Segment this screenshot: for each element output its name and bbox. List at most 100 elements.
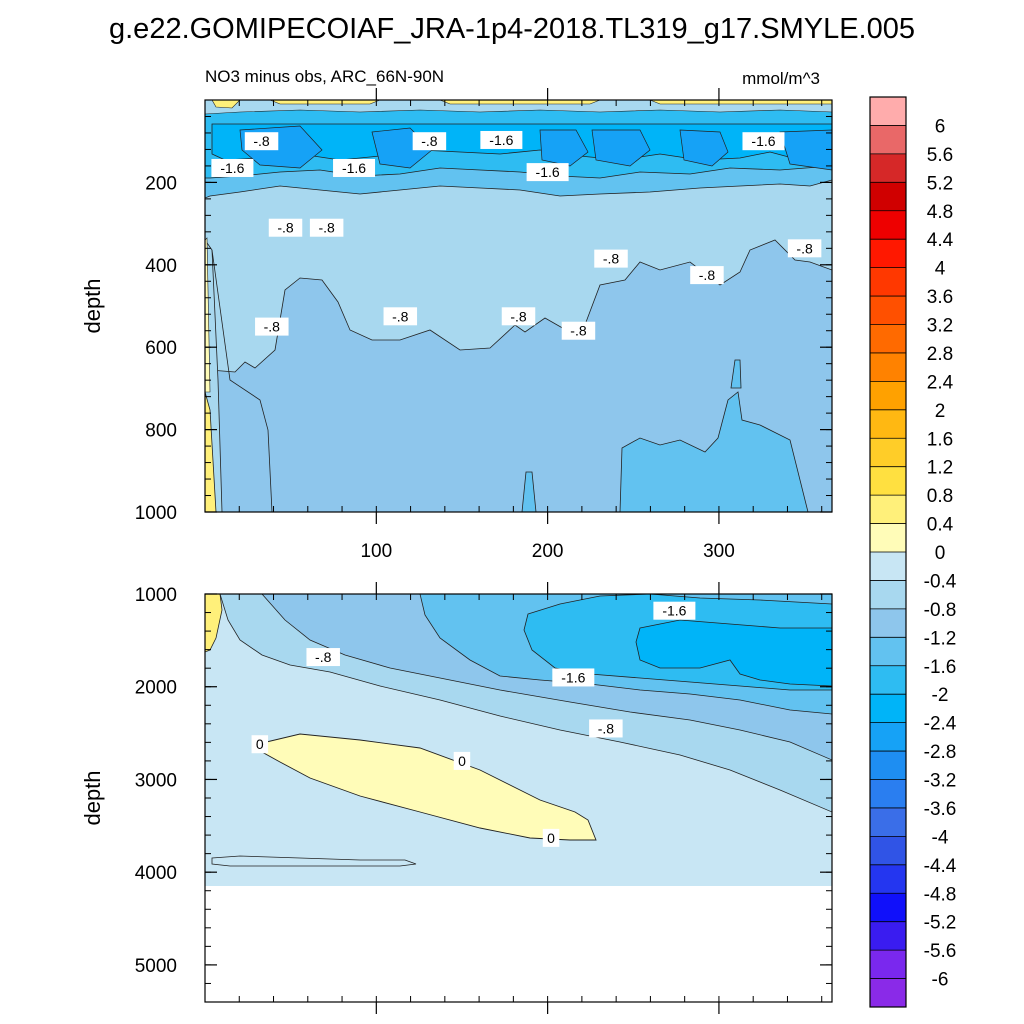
contour-label: 0: [453, 751, 471, 770]
colorbar-swatch: [870, 352, 906, 382]
contour-label: -.8: [594, 249, 628, 268]
contour-label: -1.6: [653, 601, 696, 620]
y-tick-label: 3000: [135, 770, 177, 791]
colorbar-label: 0: [935, 543, 946, 564]
colorbar-label: -6: [932, 970, 949, 991]
x-tick-label: 100: [360, 541, 392, 562]
colorbar-swatch: [870, 438, 906, 468]
colorbar-label: 2: [935, 401, 946, 422]
contour-label-bg: [453, 751, 471, 770]
contour-label: -1.6: [526, 163, 569, 182]
contour-label-bg: [653, 601, 696, 620]
contour-label-bg: [501, 307, 536, 326]
contour-label: 0: [251, 735, 269, 754]
contour-label-bg: [742, 132, 785, 151]
colorbar-label: 3.2: [927, 316, 953, 337]
colorbar-swatch: [870, 807, 906, 837]
colorbar-swatch: [870, 267, 906, 297]
colorbar-label: -1.2: [924, 628, 957, 649]
colorbar-swatch: [870, 722, 906, 752]
colorbar-swatch: [870, 296, 906, 325]
contour-label-text: -.8: [598, 720, 615, 736]
contour-label-text: -.8: [264, 319, 281, 335]
colorbar-swatch: [870, 324, 906, 354]
colorbar-label: -4.8: [924, 884, 957, 905]
contour-label-bg: [268, 218, 303, 237]
colorbar-label: -2.8: [924, 742, 957, 763]
lower-panel: 1000 2000 3000 4000 5000 -1.6 -.8 -1.6 -.8 0 0 0 d…: [80, 582, 833, 1014]
colorbar-label: -5.2: [924, 913, 957, 934]
colorbar-swatch: [870, 580, 906, 610]
colorbar-label: -0.4: [924, 571, 957, 592]
colorbar-swatch: [870, 978, 906, 1008]
colorbar-swatch: [870, 210, 906, 240]
colorbar-swatch: [870, 466, 906, 496]
contour-label: -.8: [309, 218, 344, 237]
contour-label-text: -.8: [570, 323, 587, 339]
colorbar-label: 0.8: [927, 486, 953, 507]
figure-title: g.e22.GOMIPECOIAF_JRA-1p4-2018.TL319_g17…: [109, 13, 915, 45]
contour-label-text: -.8: [796, 240, 813, 256]
contour-label-text: -1.6: [561, 669, 585, 685]
colorbar: 6 5.6 5.2 4.8 4.4 4 3.6 3.2 2.8 2.4 2 1.6 1.2 0.8 0.4 0…: [869, 96, 957, 1008]
contour-label: -.8: [787, 239, 822, 258]
colorbar-swatch: [870, 552, 906, 581]
contour-label-text: 0: [547, 830, 555, 846]
colorbar-label: 0.4: [927, 515, 954, 536]
colorbar-label: -2.4: [924, 714, 957, 735]
contour-label: -.8: [244, 132, 279, 151]
contour-label-text: -1.6: [662, 603, 686, 619]
colorbar-label: -1.6: [924, 657, 957, 678]
contour-label-text: -.8: [510, 308, 527, 324]
colorbar-swatch: [870, 381, 906, 411]
colorbar-swatch: [870, 864, 906, 894]
upper-ylabel: depth: [80, 278, 105, 333]
colorbar-swatch: [870, 495, 906, 525]
contour-label: -.8: [255, 317, 289, 336]
upper-panel: NO3 minus obs, ARC_66N-90N mmol/m^3: [80, 67, 833, 562]
upper-contour-labels: -.8 -.8 -1.6 -1.6 -1.6 -1.6 -1.6 -.8 -.8 -.8 -.8 -.…: [211, 130, 822, 340]
colorbar-label: 2.4: [927, 372, 954, 393]
colorbar-label: 3.6: [927, 287, 953, 308]
colorbar-swatch: [870, 637, 906, 667]
colorbar-swatch: [870, 523, 906, 553]
y-tick-label: 5000: [135, 956, 177, 977]
upper-left-label: NO3 minus obs, ARC_66N-90N: [205, 67, 444, 86]
contour-label-bg: [480, 130, 523, 149]
colorbar-swatch: [870, 97, 906, 126]
contour-label: -.8: [690, 266, 724, 285]
contour-label-text: -.8: [392, 308, 409, 324]
contour-label-bg: [594, 249, 628, 268]
colorbar-swatch: [870, 921, 906, 951]
x-tick-label: 300: [703, 541, 735, 562]
colorbar-label: -3.6: [924, 799, 957, 820]
contour-label-text: -.8: [318, 220, 335, 236]
colorbar-label: -0.8: [924, 600, 957, 621]
colorbar-swatch: [870, 950, 906, 980]
contour-label-bg: [244, 132, 279, 151]
colorbar-label: 1.2: [927, 458, 953, 479]
contour-label: -.8: [383, 307, 418, 326]
colorbar-label: 2.8: [927, 344, 953, 365]
x-tick-label: 200: [532, 541, 564, 562]
contour-label: -1.6: [211, 158, 254, 177]
contour-label: -1.6: [480, 130, 523, 149]
contour-label: -.8: [589, 719, 623, 738]
colorbar-swatch: [870, 409, 906, 439]
upper-contour-fill: [205, 100, 832, 512]
contour-label-bg: [552, 668, 595, 687]
y-tick-label: 2000: [135, 678, 177, 699]
contour-label-bg: [526, 163, 569, 182]
contour-label-bg: [589, 719, 623, 738]
contour-label-text: 0: [256, 736, 264, 752]
colorbar-label: 4.4: [927, 230, 954, 251]
colorbar-label: -2: [932, 685, 949, 706]
colorbar-swatch: [870, 893, 906, 923]
colorbar-swatch: [870, 665, 906, 695]
contour-label: -1.6: [742, 132, 785, 151]
lower-contour-fill: [205, 594, 832, 1002]
colorbar-label: -5.6: [924, 941, 957, 962]
colorbar-swatch: [870, 751, 906, 780]
contour-label: -.8: [306, 648, 340, 667]
contour-label-bg: [690, 266, 724, 285]
